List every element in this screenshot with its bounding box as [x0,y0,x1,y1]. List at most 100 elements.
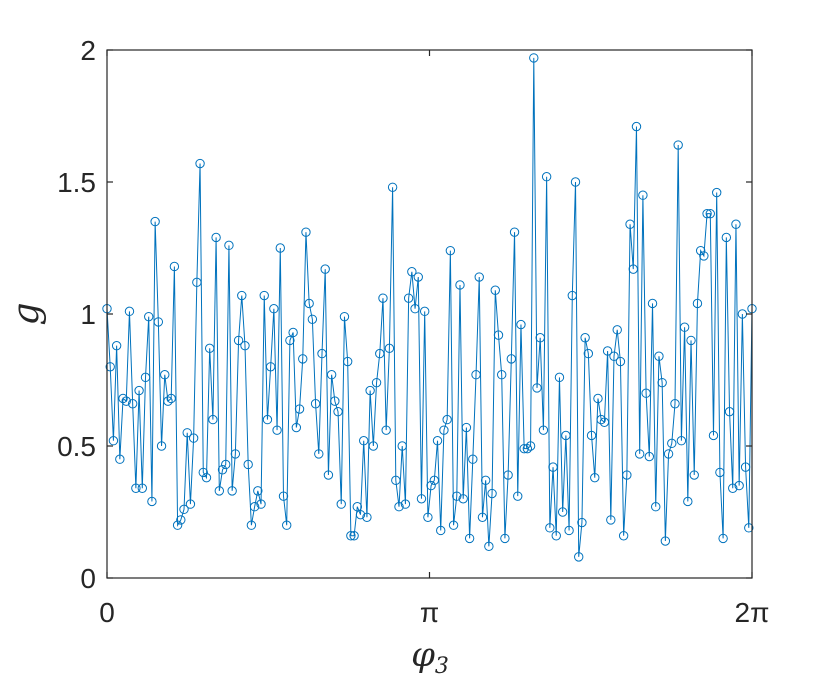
data-point [593,393,603,404]
data-point [172,520,183,530]
data-point [657,377,667,388]
x-tick-layer: 0 π 2π [99,50,769,628]
data-point [262,414,273,425]
data-point [201,472,212,483]
data-point [522,443,533,454]
data-point [333,406,343,417]
data-point [192,277,202,288]
data-point [304,298,314,309]
data-point [615,356,626,367]
data-point [419,306,430,317]
data-point [442,414,452,425]
data-point [259,290,269,301]
data-point [715,467,725,478]
data-point [391,475,401,486]
data-point [670,399,680,409]
data-point [339,311,350,322]
data-point [545,523,555,533]
data-point [185,499,196,509]
data-point [686,335,696,346]
data-point [362,512,372,522]
data-point [464,533,475,544]
data-point [291,422,302,433]
data-point [480,475,491,486]
data-point [131,483,141,493]
data-point [423,512,433,522]
data-point [609,351,619,361]
x-tick-label: π [420,597,439,628]
data-point [214,486,225,496]
data-point [224,240,234,251]
data-point [150,216,160,227]
data-point [285,335,295,346]
data-point [147,496,157,507]
data-point [323,470,334,480]
data-point [394,502,404,512]
data-point [647,298,658,309]
data-point [439,425,449,435]
y-tick-label: 1.5 [57,167,96,198]
data-point [301,227,311,237]
data-point [541,172,552,182]
data-point [387,182,398,192]
data-point [497,370,507,380]
data-point [429,475,440,486]
data-point [445,245,456,256]
y-tick-label: 1 [80,299,96,330]
data-point [156,441,167,451]
data-point [124,306,135,317]
data-point [509,227,520,237]
data-point [410,304,420,314]
data-point [355,509,366,520]
data-point [471,370,481,380]
data-point [529,53,539,63]
data-point [278,491,289,501]
data-point [121,396,131,406]
data-point [718,533,728,544]
data-point [676,436,687,446]
data-point [660,536,671,546]
data-point [721,232,732,243]
data-point [561,430,571,441]
data-point [176,515,186,525]
data-point [288,327,298,338]
data-point [240,340,250,351]
data-point [455,280,465,290]
data-point [256,499,266,509]
data-point [606,515,616,525]
data-point [381,425,391,435]
data-point [436,525,446,536]
series-line [106,57,753,557]
data-point [570,177,581,187]
data-point [577,517,587,528]
data-point [740,462,751,472]
data-point [580,333,590,343]
data-point [590,472,600,483]
data-point [108,436,119,446]
data-point [525,441,536,451]
data-point [169,261,180,272]
data-point [188,433,199,443]
data-point [298,354,308,364]
data-point [474,272,484,282]
data-point [557,507,568,517]
data-point [583,348,594,359]
data-point [673,140,683,150]
data-point [602,346,613,356]
data-point [599,417,610,427]
data-point [384,343,395,354]
data-point [118,393,128,404]
data-point [574,552,584,562]
data-point [548,462,558,472]
data-point [683,496,693,507]
data-point [403,293,414,303]
series-layer [102,53,757,562]
data-point [371,377,382,388]
data-point [535,333,545,343]
data-point [211,232,221,243]
data-point [651,502,661,512]
data-point [204,343,215,354]
data-point [249,502,260,512]
x-tick-label: 0 [99,597,115,628]
data-point [272,425,282,435]
